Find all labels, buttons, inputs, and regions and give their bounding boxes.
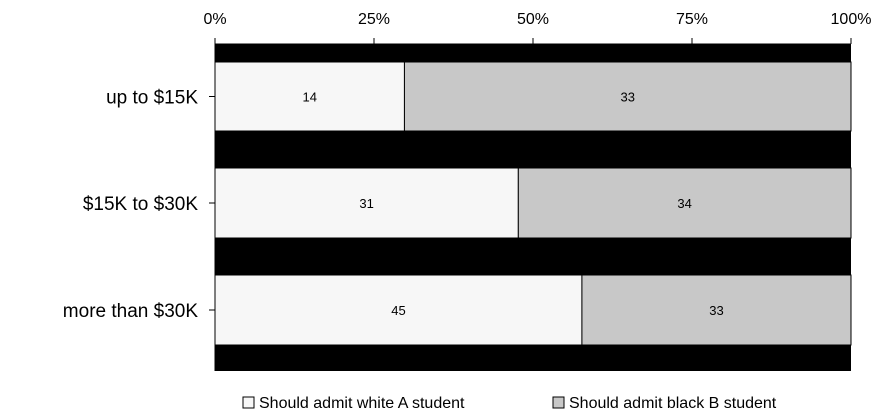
- data-label: 34: [677, 196, 691, 211]
- data-label: 33: [620, 90, 634, 105]
- x-tick-label: 25%: [358, 11, 390, 28]
- bar-segment-3-2: [581, 274, 852, 346]
- legend-swatch: [242, 396, 255, 409]
- bar-segment-2-2: [517, 167, 852, 239]
- data-label: 14: [302, 90, 316, 105]
- x-tick-label: 75%: [676, 11, 708, 28]
- category-label: up to $15K: [106, 88, 198, 109]
- bar-segment-3-1: [214, 274, 583, 346]
- x-axis: 0% 25% 50% 75% 100%: [203, 11, 872, 45]
- data-label: 45: [391, 303, 405, 318]
- x-tick-label: 100%: [831, 11, 872, 28]
- legend-label: Should admit black B student: [569, 395, 777, 412]
- bar-segment-2-1: [214, 167, 519, 239]
- x-tick-label: 50%: [517, 11, 549, 28]
- legend: Should admit white A student Should admit…: [242, 395, 777, 412]
- data-label: 33: [709, 303, 723, 318]
- category-label: $15K to $30K: [83, 194, 198, 215]
- legend-label: Should admit white A student: [259, 395, 465, 412]
- y-axis: up to $15K $15K to $30K more than $30K: [63, 88, 215, 322]
- x-tick-label: 0%: [203, 11, 226, 28]
- data-label: 31: [359, 196, 373, 211]
- bar-segment-1-2: [403, 61, 852, 132]
- legend-swatch: [552, 396, 565, 409]
- bar-segment-1-1: [214, 61, 405, 132]
- plot-area: 14 33 31 34 45 33: [214, 44, 852, 371]
- category-label: more than $30K: [63, 301, 199, 322]
